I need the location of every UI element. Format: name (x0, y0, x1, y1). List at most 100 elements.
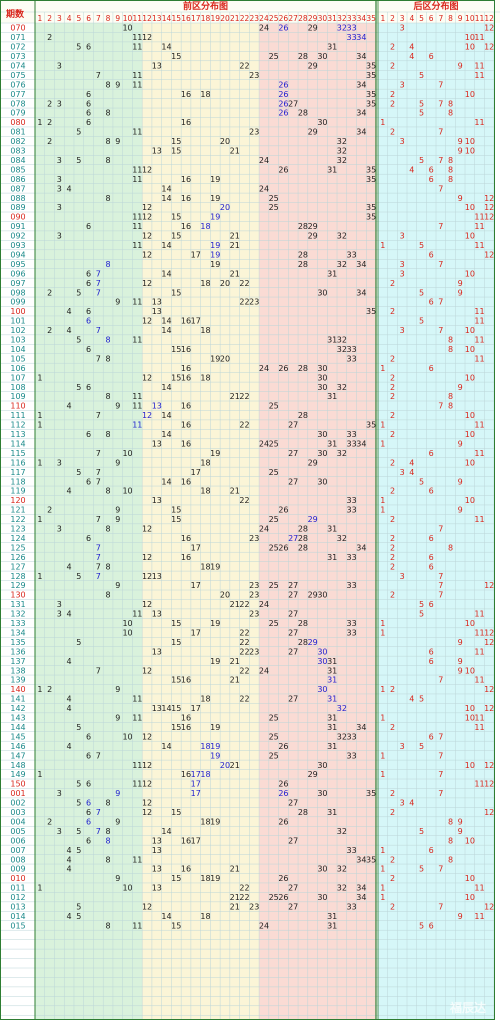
front-drawn-number: 4 (67, 184, 72, 193)
front-drawn-number: 17 (191, 468, 201, 477)
front-column-number: 23 (249, 14, 259, 23)
front-drawn-number: 32 (337, 534, 347, 543)
front-drawn-number: 28 (298, 222, 308, 231)
front-drawn-number: 8 (106, 80, 111, 89)
front-drawn-number: 12 (142, 572, 152, 581)
front-column-number: 12 (142, 14, 152, 23)
period-number: 099 (10, 298, 25, 307)
front-drawn-number: 8 (106, 855, 111, 864)
back-drawn-number: 6 (429, 647, 434, 656)
front-drawn-number: 32 (337, 232, 347, 241)
period-number: 137 (10, 657, 25, 666)
front-drawn-number: 5 (76, 43, 81, 52)
front-drawn-number: 18 (200, 562, 210, 571)
front-drawn-number: 27 (288, 695, 298, 704)
period-number: 135 (10, 638, 25, 647)
back-drawn-number: 4 (409, 468, 414, 477)
front-drawn-number: 28 (298, 411, 308, 420)
front-column-number: 5 (76, 14, 81, 23)
back-drawn-number: 8 (448, 402, 453, 411)
draw-row: 086 3 11 16 19 35 6 8 (10, 175, 453, 184)
front-drawn-number: 7 (96, 354, 101, 363)
draw-row: 145 6 10 12 25 32 33 6 7 (10, 732, 443, 741)
front-drawn-number: 25 (269, 439, 279, 448)
period-number: 108 (10, 383, 25, 392)
front-drawn-number: 26 (278, 543, 288, 552)
front-drawn-number: 15 (171, 723, 181, 732)
front-drawn-number: 19 (210, 213, 220, 222)
period-number: 012 (10, 893, 25, 902)
front-drawn-number: 30 (317, 118, 327, 127)
draw-row: 111 1 7 12 14 28 2 10 (10, 411, 475, 420)
front-drawn-number: 16 (181, 90, 191, 99)
period-number: 008 (10, 855, 25, 864)
period-number: 111 (10, 411, 25, 420)
front-drawn-number: 16 (181, 402, 191, 411)
front-drawn-number: 27 (288, 477, 298, 486)
front-drawn-number: 35 (366, 855, 376, 864)
front-drawn-number: 13 (152, 704, 162, 713)
front-drawn-number: 2 (47, 118, 52, 127)
front-drawn-number: 7 (96, 543, 101, 552)
front-drawn-number: 8 (106, 194, 111, 203)
back-drawn-number: 5 (419, 156, 424, 165)
back-drawn-number: 6 (429, 553, 434, 562)
front-drawn-number: 32 (337, 260, 347, 269)
period-number: 089 (10, 203, 25, 212)
draw-row: 132 3 4 11 13 23 27 5 11 (10, 610, 484, 619)
period-number: 015 (10, 921, 25, 930)
front-drawn-number: 7 (96, 666, 101, 675)
front-drawn-number: 33 (347, 496, 357, 505)
front-drawn-number: 13 (152, 865, 162, 874)
draw-row: 096 6 7 14 21 31 3 10 (10, 269, 475, 278)
front-drawn-number: 1 (37, 770, 42, 779)
draw-row: 116 1 3 9 18 29 2 4 10 (10, 458, 475, 467)
front-drawn-number: 29 (308, 770, 318, 779)
draw-row: 095 8 19 28 32 34 3 7 (10, 260, 443, 269)
back-drawn-number: 10 (465, 714, 475, 723)
front-drawn-number: 3 (57, 525, 62, 534)
draw-row: 083 13 15 21 32 9 10 (10, 147, 475, 156)
period-number: 093 (10, 241, 25, 250)
back-drawn-number: 9 (458, 912, 463, 921)
period-number: 131 (10, 600, 25, 609)
front-drawn-number: 6 (86, 345, 91, 354)
back-drawn-number: 8 (448, 543, 453, 552)
front-drawn-number: 19 (210, 657, 220, 666)
front-drawn-number: 28 (298, 364, 308, 373)
back-drawn-number: 11 (474, 222, 484, 231)
front-drawn-number: 6 (86, 817, 91, 826)
front-drawn-number: 22 (239, 638, 249, 647)
draw-row: 014 4 5 14 18 31 9 11 (10, 912, 484, 921)
front-drawn-number: 25 (269, 619, 279, 628)
back-drawn-number: 2 (390, 90, 395, 99)
front-drawn-number: 20 (220, 591, 230, 600)
period-number: 105 (10, 354, 25, 363)
draw-row: 144 5 15 16 19 31 34 2 11 (10, 723, 484, 732)
front-drawn-number: 22 (239, 893, 249, 902)
front-drawn-number: 4 (67, 704, 72, 713)
period-number: 095 (10, 260, 25, 269)
back-drawn-number: 5 (419, 477, 424, 486)
front-drawn-number: 22 (239, 496, 249, 505)
front-drawn-number: 29 (308, 222, 318, 231)
period-number: 122 (10, 515, 25, 524)
front-drawn-number: 5 (76, 912, 81, 921)
front-drawn-number: 16 (181, 373, 191, 382)
back-drawn-number: 2 (390, 874, 395, 883)
front-drawn-number: 7 (96, 827, 101, 836)
back-drawn-number: 3 (400, 260, 405, 269)
period-number: 087 (10, 184, 25, 193)
front-drawn-number: 8 (106, 137, 111, 146)
front-drawn-number: 11 (132, 165, 142, 174)
draw-row: 129 9 17 23 25 27 33 7 12 (10, 581, 494, 590)
front-drawn-number: 8 (106, 487, 111, 496)
front-drawn-number: 10 (122, 628, 132, 637)
back-drawn-number: 3 (400, 468, 405, 477)
back-drawn-number: 11 (474, 647, 484, 656)
back-drawn-number: 10 (465, 147, 475, 156)
period-number: 104 (10, 345, 25, 354)
back-drawn-number: 1 (380, 118, 385, 127)
front-drawn-number: 7 (96, 71, 101, 80)
